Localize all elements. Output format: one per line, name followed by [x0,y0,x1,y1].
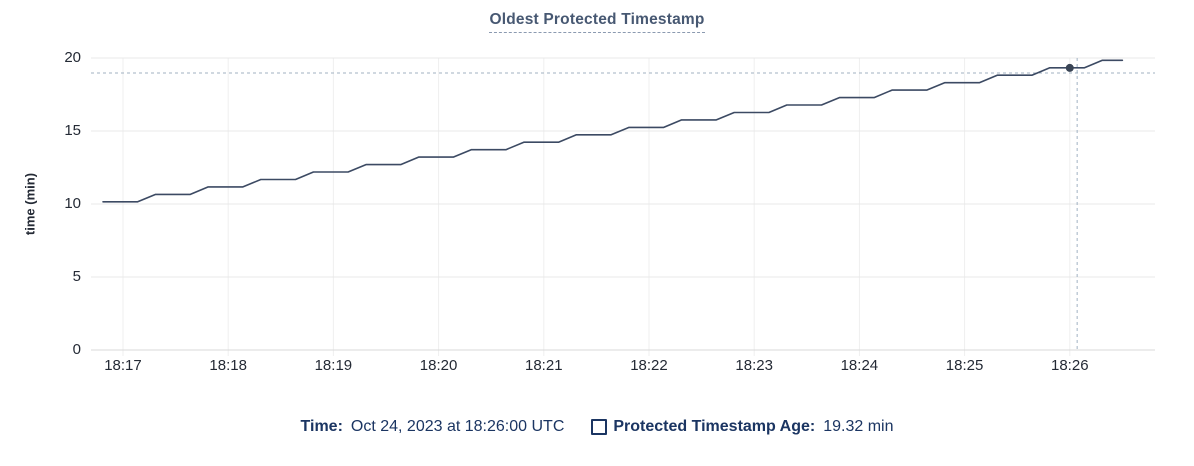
y-tick-label: 15 [64,122,81,139]
x-tick-label: 18:17 [104,357,142,374]
y-tick-label: 10 [64,195,81,212]
x-tick-label: 18:22 [630,357,668,374]
x-tick-label: 18:24 [840,357,879,374]
time-label: Time: [300,418,343,435]
y-tick-label: 5 [72,268,81,285]
series-line [102,59,1124,203]
title-row: Oldest Protected Timestamp [0,11,1194,33]
y-tick-label: 20 [64,49,81,66]
y-tick-label: 0 [72,341,81,358]
chart-title[interactable]: Oldest Protected Timestamp [489,11,705,33]
series-value: 19.32 min [823,418,894,435]
time-readout: Time: Oct 24, 2023 at 18:26:00 UTC [301,418,565,436]
series-toggle-checkbox[interactable] [591,419,608,435]
x-tick-label: 18:26 [1051,357,1089,374]
time-value: Oct 24, 2023 at 18:26:00 UTC [350,418,565,435]
chart-tooltip-legend: Time: Oct 24, 2023 at 18:26:00 UTC Prote… [0,418,1194,436]
x-tick-label: 18:21 [525,357,563,374]
x-tick-label: 18:19 [314,357,353,374]
x-tick-label: 18:23 [735,357,773,374]
x-tick-label: 18:20 [419,357,458,374]
series-readout: Protected Timestamp Age: 19.32 min [591,418,893,436]
line-chart-plot-area[interactable] [91,57,1155,358]
x-tick-label: 18:25 [945,357,984,374]
x-tick-label: 18:18 [209,357,247,374]
highlighted-data-point[interactable] [1065,63,1074,72]
series-label: Protected Timestamp Age: [613,418,816,435]
